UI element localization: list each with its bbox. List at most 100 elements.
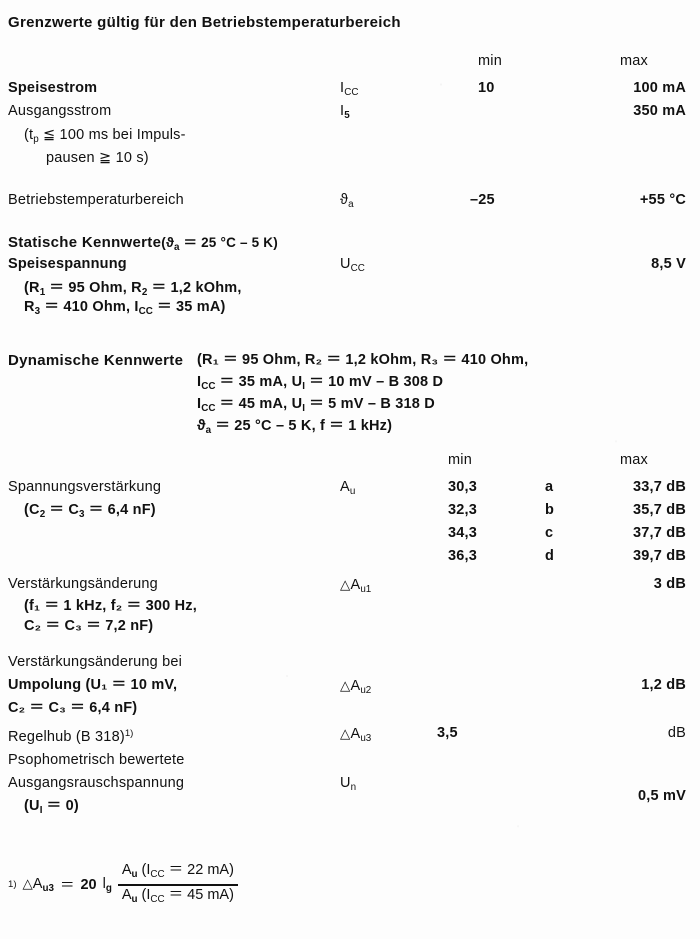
cond-text: ϑ xyxy=(197,418,206,434)
gain-max-c: 37,7 dB xyxy=(633,525,686,541)
note-open: (R xyxy=(24,280,40,296)
condition-text: ＝ 25 °C – 5 K) xyxy=(179,235,278,250)
den-mid: (I xyxy=(137,886,151,903)
page-title: Grenzwerte gültig für den Betriebstemper… xyxy=(8,14,401,31)
limits-col-header-max: max xyxy=(620,53,648,69)
lhs-subscript: u3 xyxy=(42,882,54,894)
row-symbol-spannungsverstaerkung: Au xyxy=(340,479,355,500)
note-post: ＝ 1,2 kOhm, xyxy=(147,280,242,296)
symbol-subscript: n xyxy=(350,781,357,793)
symbol-base: A xyxy=(350,726,361,742)
regelhub-text: Regelhub (B 318) xyxy=(8,728,125,745)
row-symbol-un: Un xyxy=(340,775,356,796)
dynamic-col-header-min: min xyxy=(448,452,472,468)
cond-tail: ＝ 10 mV – B 308 D xyxy=(305,374,444,390)
dynamic-condition-line-1: (R₁ ＝ 95 Ohm, R₂ ＝ 1,2 kOhm, R₃ ＝ 410 Oh… xyxy=(197,352,529,368)
symbol-subscript: 5 xyxy=(344,109,350,121)
footnote-marker-ref: 1) xyxy=(124,728,134,739)
dynamic-condition-line-3: ICC ＝ 45 mA, UI ＝ 5 mV – B 318 D xyxy=(197,396,435,417)
row-symbol-delta-au3: △Au3 xyxy=(340,725,371,747)
triangle-delta-icon: △ xyxy=(340,726,351,741)
footnote-equals: ＝ xyxy=(59,878,75,895)
cond-tail: ＝ 5 mV – B 318 D xyxy=(305,396,435,412)
den-sub-2: CC xyxy=(150,893,165,905)
note-open: (C xyxy=(24,502,40,518)
dynamic-col-header-max: max xyxy=(620,452,648,468)
symbol-base: U xyxy=(340,256,351,272)
footnote-log: lg xyxy=(103,876,112,894)
den-end: ＝ 45 mA) xyxy=(164,886,234,903)
row-label-rauschspannung-line-3: (UI ＝ 0) xyxy=(24,798,79,819)
fraction-numerator: Au (ICC ＝ 22 mA) xyxy=(118,862,238,884)
cond-tail: ＝ 25 °C – 5 K, f ＝ 1 kHz) xyxy=(211,418,393,434)
row-label-speisespannung: Speisespannung xyxy=(8,256,127,272)
symbol-base: A xyxy=(350,577,361,593)
note-open: R xyxy=(24,299,35,315)
gain-change-1-note-line-1: (f₁ ＝ 1 kHz, f₂ ＝ 300 Hz, xyxy=(24,598,197,614)
row-label-verstaerkungsaenderung-2-line-1: Verstärkungsänderung bei xyxy=(8,654,183,670)
row-symbol-delta-au2: △Au2 xyxy=(340,677,371,699)
static-note-line-2: R3 ＝ 410 Ohm, ICC ＝ 35 mA) xyxy=(24,299,226,320)
note-mid: ＝ C xyxy=(45,502,80,518)
symbol-subscript: u3 xyxy=(360,732,372,744)
dynamic-condition-line-4: ϑa ＝ 25 °C – 5 K, f ＝ 1 kHz) xyxy=(197,418,392,439)
row-symbol-ausgangsstrom: I5 xyxy=(340,103,350,124)
section-heading-statische-kennwerte: Statische Kennwerte(ϑa ＝ 25 °C – 5 K) xyxy=(8,234,278,256)
den-base: A xyxy=(121,886,132,903)
row-min-regelhub: 3,5 xyxy=(437,725,458,741)
gain-min-b: 32,3 xyxy=(448,502,478,518)
note-mid: ＝ 410 Ohm, I xyxy=(40,299,139,315)
cond-sub: CC xyxy=(201,402,216,414)
gain-max-b: 35,7 dB xyxy=(633,502,686,518)
triangle-delta-icon: △ xyxy=(340,577,351,592)
log-subscript: g xyxy=(105,882,112,894)
dynamic-condition-line-2: ICC ＝ 35 mA, UI ＝ 10 mV – B 308 D xyxy=(197,374,443,395)
row-max-regelhub: dB xyxy=(667,725,686,741)
section-heading-dynamische-kennwerte: Dynamische Kennwerte xyxy=(8,352,184,369)
row-max-verstaerkungsaenderung-2: 1,2 dB xyxy=(641,677,686,693)
footnote-factor: 20 xyxy=(80,876,97,893)
symbol-subscript: a xyxy=(348,198,354,210)
note-text: ≦ 100 ms bei Impuls- xyxy=(38,127,186,143)
note-post: ＝ 6,4 nF) xyxy=(84,502,156,518)
row-label-betriebstemperaturbereich: Betriebstemperaturbereich xyxy=(8,192,184,208)
symbol-subscript: u xyxy=(349,485,356,497)
symbol-subscript: CC xyxy=(350,262,365,274)
row-label-verstaerkungsaenderung-2-line-2: Umpolung (U₁ ＝ 10 mV, xyxy=(8,677,178,693)
note-open-paren: (t xyxy=(24,127,34,143)
lhs-base: A xyxy=(32,875,43,892)
row-max-speisespannung: 8,5 V xyxy=(651,256,686,272)
gain-grade-b: b xyxy=(545,502,555,518)
symbol-base: A xyxy=(350,678,361,694)
row-label-rauschspannung-line-1: Psophometrisch bewertete xyxy=(8,752,185,768)
gain-note: (C2 ＝ C3 ＝ 6,4 nF) xyxy=(24,502,156,523)
triangle-delta-icon: △ xyxy=(340,678,351,693)
symbol-base: A xyxy=(340,479,350,495)
gain-max-d: 39,7 dB xyxy=(633,548,686,564)
limits-col-header-min: min xyxy=(478,53,502,69)
num-end: ＝ 22 mA) xyxy=(164,862,234,878)
note-post: ＝ 35 mA) xyxy=(152,299,226,315)
num-sub-2: CC xyxy=(150,868,165,880)
symbol-base: U xyxy=(340,775,351,791)
row-label-verstaerkungsaenderung-1: Verstärkungsänderung xyxy=(8,576,158,592)
gain-grade-d: d xyxy=(545,548,555,564)
condition-open: (ϑ xyxy=(161,235,175,250)
cond-sub: CC xyxy=(201,380,216,392)
row-symbol-betriebstemperatur: ϑa xyxy=(340,192,354,213)
note-open: (U xyxy=(24,798,40,814)
gain-max-a: 33,7 dB xyxy=(633,479,686,495)
row-label-spannungsverstaerkung: Spannungsverstärkung xyxy=(8,479,162,495)
footnote-marker: 1) xyxy=(8,879,17,891)
row-max-verstaerkungsaenderung-1: 3 dB xyxy=(653,576,686,592)
row-max-ausgangsstrom: 350 mA xyxy=(633,103,686,119)
gain-min-d: 36,3 xyxy=(448,548,478,564)
row-symbol-delta-au1: △Au1 xyxy=(340,576,371,598)
cond-rest: ＝ 45 mA, U xyxy=(215,396,303,412)
note-post: ＝ 0) xyxy=(42,798,79,814)
row-max-rauschspannung: 0,5 mV xyxy=(638,788,686,804)
num-mid: (I xyxy=(137,862,151,878)
gain-grade-c: c xyxy=(545,525,554,541)
gain-min-c: 34,3 xyxy=(448,525,478,541)
footnote-fraction: Au (ICC ＝ 22 mA) Au (ICC ＝ 45 mA) xyxy=(117,862,238,908)
